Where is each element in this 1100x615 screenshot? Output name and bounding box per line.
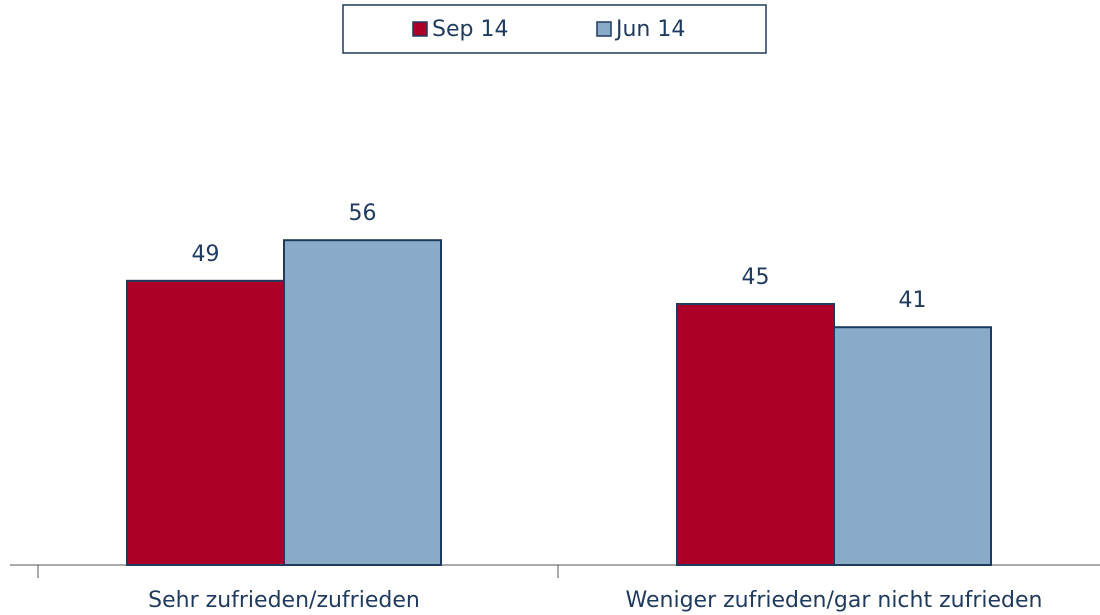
legend-swatch xyxy=(596,21,612,37)
legend-label: Jun 14 xyxy=(614,17,685,42)
legend-box xyxy=(342,4,767,54)
x-tick-label: Sehr zufrieden/zufrieden xyxy=(148,588,420,613)
bar xyxy=(283,239,442,566)
data-label: 45 xyxy=(742,265,770,290)
data-label: 49 xyxy=(192,242,220,267)
bar xyxy=(676,303,835,566)
data-label: 41 xyxy=(899,288,927,313)
legend-label: Sep 14 xyxy=(432,17,508,42)
legend-swatch xyxy=(412,21,428,37)
bar xyxy=(126,279,285,566)
x-tick-label: Weniger zufrieden/gar nicht zufrieden xyxy=(626,588,1043,613)
data-label: 56 xyxy=(349,201,377,226)
bar xyxy=(833,326,992,567)
